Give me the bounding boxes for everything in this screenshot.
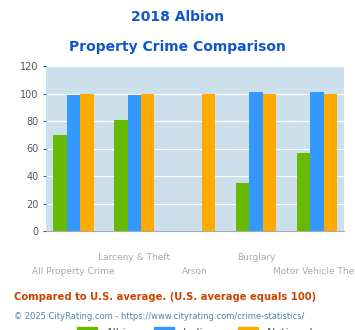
Bar xyxy=(54,135,67,231)
Text: Property Crime Comparison: Property Crime Comparison xyxy=(69,40,286,53)
Bar xyxy=(114,120,128,231)
Bar xyxy=(80,93,94,231)
Bar xyxy=(310,92,324,231)
Text: Larceny & Theft: Larceny & Theft xyxy=(98,253,170,262)
Bar xyxy=(250,92,263,231)
Text: © 2025 CityRating.com - https://www.cityrating.com/crime-statistics/: © 2025 CityRating.com - https://www.city… xyxy=(14,312,305,321)
Bar xyxy=(67,95,80,231)
Bar xyxy=(141,93,154,231)
Text: Arson: Arson xyxy=(182,267,208,276)
Bar xyxy=(236,183,250,231)
Text: Burglary: Burglary xyxy=(237,253,275,262)
Text: 2018 Albion: 2018 Albion xyxy=(131,10,224,24)
Bar xyxy=(128,95,141,231)
Bar xyxy=(202,93,215,231)
Text: All Property Crime: All Property Crime xyxy=(32,267,115,276)
Bar xyxy=(324,93,337,231)
Bar xyxy=(297,152,310,231)
Text: Compared to U.S. average. (U.S. average equals 100): Compared to U.S. average. (U.S. average … xyxy=(14,292,316,302)
Bar xyxy=(263,93,276,231)
Text: Motor Vehicle Theft: Motor Vehicle Theft xyxy=(273,267,355,276)
Legend: Albion, Indiana, National: Albion, Indiana, National xyxy=(73,322,318,330)
